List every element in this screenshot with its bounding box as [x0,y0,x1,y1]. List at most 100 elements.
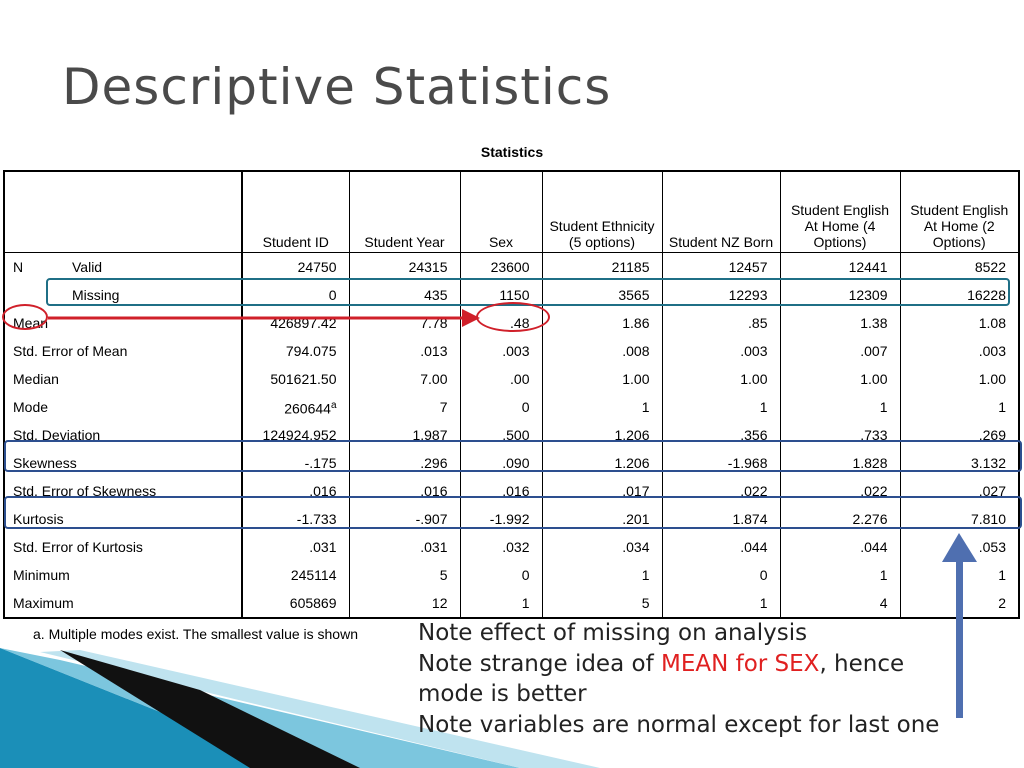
table-cell: .007 [779,337,900,365]
row-sublabel: Valid [64,252,243,281]
table-cell: 7 [348,393,460,421]
column-header: Student English At Home (2 Options) [899,171,1019,253]
column-header: Student English At Home (4 Options) [779,171,900,253]
table-cell: .016 [459,477,542,505]
mean-label-highlight [2,304,48,330]
table-cell: 1.00 [661,365,780,393]
table-cell: .003 [899,337,1019,365]
table-row: Minimum 245114 5 0 1 0 1 1 [4,561,1019,589]
table-row: Skewness -.175.296.090 1.206 -1.968 1.828 3.1… [4,449,1019,477]
table-cell: 1.38 [779,309,900,337]
table-cell: 1.00 [541,365,662,393]
table-cell: 1 [779,393,900,421]
table-cell: 24750 [241,252,349,281]
table-cell: .044 [661,533,780,561]
table-cell: 0 [661,561,780,589]
table-cell: 5 [348,561,460,589]
row-label: Median [4,365,243,393]
table-row: Std. Error of Skewness .016.016.016.017.0… [4,477,1019,505]
table-cell: .090 [459,449,542,477]
table-cell: 12457 [661,252,780,281]
table-cell: .85 [661,309,780,337]
note-line: mode is better [418,681,587,707]
table-cell: -.175 [241,449,349,477]
table-cell: .031 [348,533,460,561]
table-cell: .269 [899,421,1019,449]
table-cell: 7.00 [348,365,460,393]
table-body: N Valid 24750 24315 23600 21185 12457 12441 8522… [4,252,1019,618]
table-cell: .003 [661,337,780,365]
table-cell: 24315 [348,252,460,281]
table-cell: 1 [661,589,780,618]
row-label: Maximum [4,589,243,618]
note-line: Note strange idea of MEAN for SEX, hence [418,650,905,677]
table-cell: .016 [241,477,349,505]
table-cell: 0 [459,393,542,421]
table-cell: 1 [541,561,662,589]
table-cell: -1.968 [661,449,780,477]
table-cell: 1.206 [541,421,662,449]
table-cell: 605869 [241,589,349,618]
table-cell: .500 [459,421,542,449]
table-cell: .044 [779,533,900,561]
table-row: Maximum 605869 12 1 5 1 4 2 [4,589,1019,618]
table-cell: 0 [459,561,542,589]
table-header-row: Student ID Student Year Sex Student Ethn… [4,171,1019,253]
table-cell: 1 [459,589,542,618]
note-line: Note effect of missing on analysis [418,620,808,646]
table-cell: 1.987 [348,421,460,449]
row-label: Std. Error of Mean [4,337,243,365]
column-header: Sex [459,171,542,253]
row-label: Std. Error of Skewness [4,477,243,505]
table-cell: 245114 [241,561,349,589]
row-label: N [13,259,24,275]
table-footnote: a. Multiple modes exist. The smallest va… [33,626,358,642]
table-cell: 1.86 [541,309,662,337]
table-row: Std. Error of Mean 794.075.013.003.008.00… [4,337,1019,365]
column-header: Student NZ Born [661,171,780,253]
skewness-row-highlight [4,440,1022,472]
red-arrow-head-icon [462,309,480,327]
column-header: Student Year [348,171,460,253]
note-line: Note variables are normal except for las… [418,711,940,738]
row-label: Skewness [4,449,243,477]
row-label: Mode [4,393,243,421]
table-cell: 1.00 [899,365,1019,393]
table-cell: .031 [241,533,349,561]
slide-title: Descriptive Statistics [62,58,612,116]
table-cell: 12 [348,589,460,618]
note-highlight: MEAN for SEX [660,650,820,677]
table-cell: 4 [779,589,900,618]
footnote-marker: a [330,399,337,411]
table-row: Std. Deviation 124924.952 1.987.500 1.206.3… [4,421,1019,449]
table-cell: 794.075 [241,337,349,365]
table-cell: 12441 [779,252,900,281]
table-cell: 8522 [899,252,1019,281]
table-row: Mode 260644a 7 0 1 1 1 1 [4,393,1019,421]
statistics-table: Student ID Student Year Sex Student Ethn… [3,170,1020,619]
table-cell: 1.08 [899,309,1019,337]
blue-arrow-head-icon [942,533,977,562]
table-cell: .733 [779,421,900,449]
table-cell: .022 [779,477,900,505]
notes-block: Note effect of missing on analysis Note … [418,618,939,740]
blue-arrow-shaft [956,560,963,718]
table-caption: Statistics [480,144,544,160]
table-cell: 501621.50 [241,365,349,393]
table-cell: 1 [779,561,900,589]
table-cell: 1.206 [541,449,662,477]
table-cell: .296 [348,449,460,477]
table-cell: 1.00 [779,365,900,393]
column-header: Student ID [241,171,349,253]
table-cell: 23600 [459,252,542,281]
header-corner [4,171,243,253]
table-cell: .027 [899,477,1019,505]
row-label: Std. Deviation [4,421,243,449]
table-cell: 3.132 [899,449,1019,477]
table-cell: 1.828 [779,449,900,477]
table-cell: 1 [661,393,780,421]
table-cell: 5 [541,589,662,618]
kurtosis-row-highlight [4,496,1022,529]
table-row: Median 501621.50 7.00.00 1.00 1.00 1.00 1.00 [4,365,1019,393]
